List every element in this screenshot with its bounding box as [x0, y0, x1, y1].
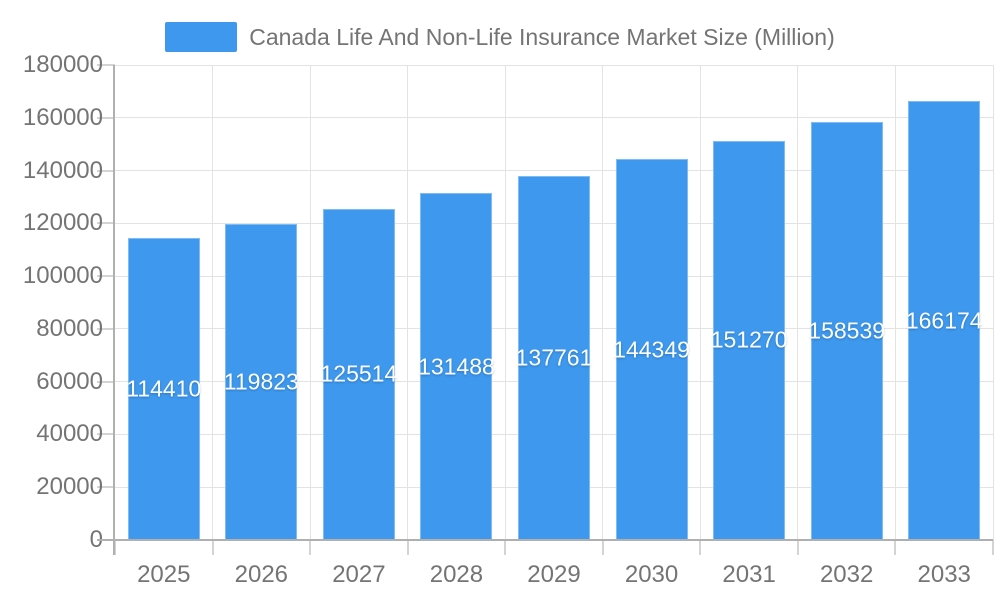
y-axis-label: 140000 [22, 156, 103, 184]
bar[interactable] [810, 121, 883, 540]
y-axis-label: 160000 [22, 103, 103, 131]
x-tick [406, 540, 409, 555]
v-gridline [407, 65, 409, 540]
bar[interactable] [908, 101, 981, 540]
x-tick [309, 540, 312, 555]
y-axis-label: 40000 [36, 420, 103, 448]
y-tick [97, 116, 115, 119]
x-axis-label: 2026 [234, 561, 289, 588]
bar[interactable] [615, 159, 688, 540]
v-gridline [797, 65, 799, 540]
bar[interactable] [322, 208, 395, 540]
x-axis-label: 2031 [722, 561, 776, 588]
bar[interactable] [420, 193, 493, 540]
y-axis-label: 100000 [22, 262, 103, 290]
y-tick [97, 222, 115, 225]
legend-swatch[interactable] [165, 22, 238, 52]
x-axis-line [97, 539, 993, 541]
x-tick [504, 540, 507, 555]
y-axis-line [113, 65, 115, 555]
y-axis-label: 0 [89, 526, 103, 553]
legend[interactable]: Canada Life And Non-Life Insurance Marke… [0, 20, 1000, 54]
x-tick [699, 540, 702, 555]
x-tick [894, 540, 897, 555]
x-axis-label: 2025 [137, 561, 191, 588]
bar[interactable] [225, 223, 298, 540]
y-axis-label: 120000 [22, 209, 103, 237]
y-tick [97, 327, 115, 330]
bar[interactable] [518, 176, 590, 540]
x-tick [796, 540, 799, 555]
v-gridline [699, 65, 701, 540]
v-gridline [602, 65, 604, 540]
y-axis-label: 80000 [36, 314, 103, 342]
v-gridline [504, 65, 506, 540]
y-tick [97, 486, 115, 489]
x-tick [114, 540, 116, 555]
x-tick [992, 540, 994, 555]
x-axis-label: 2030 [624, 561, 679, 588]
y-tick [97, 275, 115, 278]
x-tick [211, 540, 214, 555]
h-gridline [115, 170, 993, 172]
h-gridline [115, 64, 993, 66]
x-axis-label: 2028 [429, 561, 484, 588]
x-axis-label: 2029 [527, 561, 581, 588]
y-axis-label: 60000 [36, 367, 103, 395]
x-axis-label: 2033 [917, 561, 971, 588]
legend-label[interactable]: Canada Life And Non-Life Insurance Marke… [249, 23, 835, 50]
x-axis-label: 2032 [819, 561, 874, 588]
v-gridline [894, 65, 896, 540]
y-tick [97, 380, 115, 383]
v-gridline [992, 65, 994, 540]
y-tick [97, 169, 115, 172]
v-gridline [212, 65, 214, 540]
h-gridline [115, 117, 993, 119]
y-axis-label: 180000 [22, 51, 103, 78]
y-axis-label: 20000 [36, 473, 103, 501]
bar[interactable] [713, 140, 786, 540]
x-tick [601, 540, 604, 555]
v-gridline [309, 65, 311, 540]
y-tick [97, 433, 115, 436]
y-tick [97, 64, 115, 66]
bar[interactable] [127, 238, 200, 540]
x-axis-label: 2027 [332, 561, 386, 588]
